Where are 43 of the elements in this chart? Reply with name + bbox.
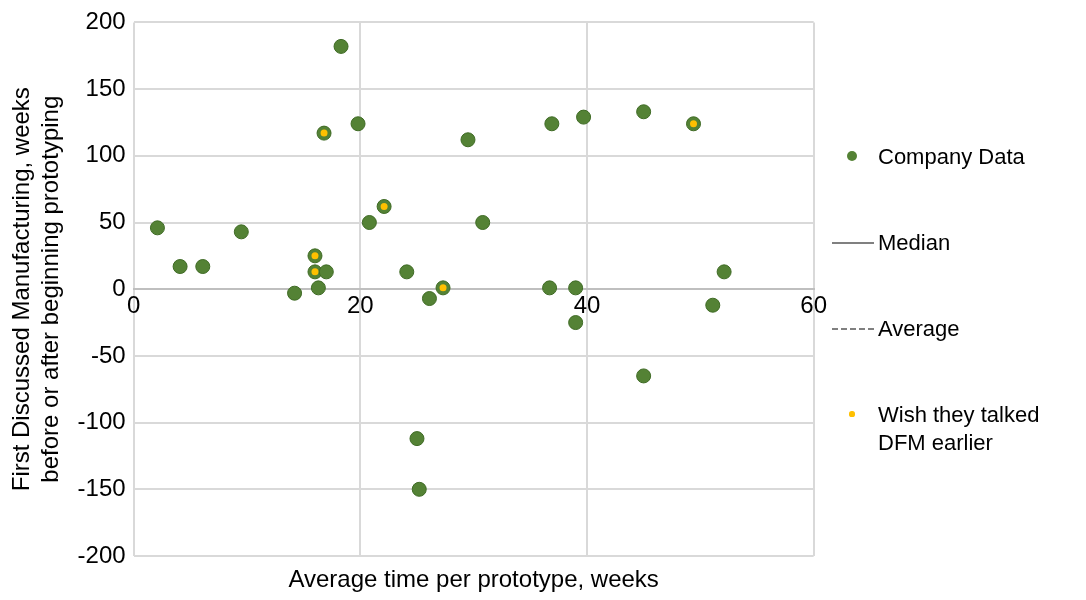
point bbox=[149, 220, 165, 236]
x-axis-title: Average time per prototype, weeks bbox=[288, 564, 659, 592]
x-tick-label: 40 bbox=[573, 291, 601, 319]
point bbox=[350, 116, 366, 132]
y-axis-title: First Discussed Manufacturing, weeks before or after beginning prototyping bbox=[7, 87, 63, 492]
y-tick-label: 0 bbox=[112, 273, 126, 301]
x-tick-label: 20 bbox=[346, 291, 374, 319]
legend-label: Median bbox=[878, 229, 951, 257]
point bbox=[475, 215, 491, 230]
point bbox=[287, 285, 303, 301]
point bbox=[361, 215, 377, 230]
y-tick-label: -100 bbox=[77, 407, 126, 435]
y-tick-label: -150 bbox=[77, 473, 126, 501]
legend-label: Company Data bbox=[878, 143, 1025, 171]
point bbox=[409, 431, 425, 447]
point bbox=[544, 116, 560, 132]
point bbox=[568, 315, 584, 331]
y-tick-label: -50 bbox=[90, 340, 126, 368]
point bbox=[716, 264, 732, 280]
point bbox=[568, 280, 584, 296]
point bbox=[233, 224, 249, 240]
legend-label: Average bbox=[878, 315, 960, 343]
y-tick-label: -200 bbox=[77, 540, 126, 568]
y-tick-label: 100 bbox=[85, 140, 126, 168]
y-tick-label: 50 bbox=[98, 207, 126, 235]
y-tick-label: 150 bbox=[85, 73, 126, 101]
point bbox=[636, 104, 652, 120]
point bbox=[576, 109, 592, 125]
point bbox=[542, 280, 558, 296]
point bbox=[318, 264, 334, 280]
point bbox=[411, 481, 427, 497]
y-tick-label: 200 bbox=[85, 7, 126, 35]
point bbox=[705, 297, 721, 313]
point bbox=[421, 291, 437, 307]
point bbox=[172, 259, 188, 275]
legend-label: Wish they talked DFM earlier bbox=[878, 401, 1041, 457]
point bbox=[195, 259, 211, 275]
x-tick-label: 60 bbox=[800, 291, 827, 319]
point bbox=[333, 38, 349, 54]
point bbox=[460, 132, 476, 148]
point bbox=[636, 368, 652, 384]
point bbox=[399, 264, 415, 280]
point bbox=[310, 280, 326, 296]
